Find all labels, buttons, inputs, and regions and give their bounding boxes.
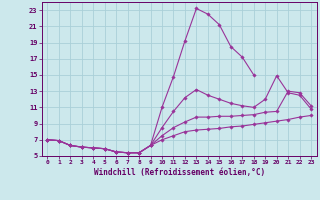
X-axis label: Windchill (Refroidissement éolien,°C): Windchill (Refroidissement éolien,°C): [94, 168, 265, 177]
